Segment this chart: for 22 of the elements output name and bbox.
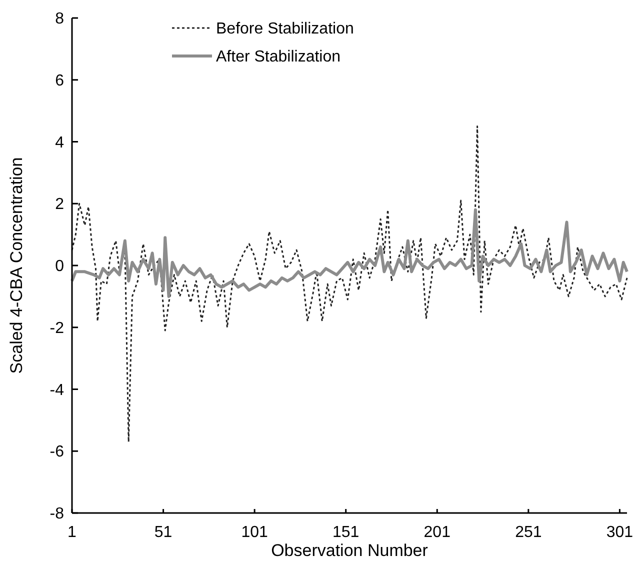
y-tick-label: 6 [55,72,64,90]
y-tick-label: -4 [50,382,64,399]
x-axis-title: Observation Number [271,541,428,560]
line-series [71,126,628,443]
y-tick-label: 4 [55,134,64,152]
y-tick-label: -8 [50,506,64,523]
y-axis-title: Scaled 4-CBA Concentration [7,157,26,374]
y-tick-label: 2 [55,196,64,214]
x-tick-label: 51 [154,524,172,541]
x-tick-label: 101 [241,524,268,541]
legend-label: Before Stabilization [216,20,354,38]
x-tick-label: 301 [606,524,633,541]
y-tick-label: 0 [55,258,64,276]
x-tick-label: 1 [68,524,77,541]
x-tick-label: 201 [424,524,451,541]
y-tick-label: -2 [50,320,64,337]
line-series [70,208,628,298]
x-tick-label: 251 [515,524,542,541]
y-tick-label: 8 [55,10,64,28]
x-tick-label: 151 [332,524,360,541]
y-tick-label: -6 [50,444,64,461]
legend-label: After Stabilization [216,48,341,66]
